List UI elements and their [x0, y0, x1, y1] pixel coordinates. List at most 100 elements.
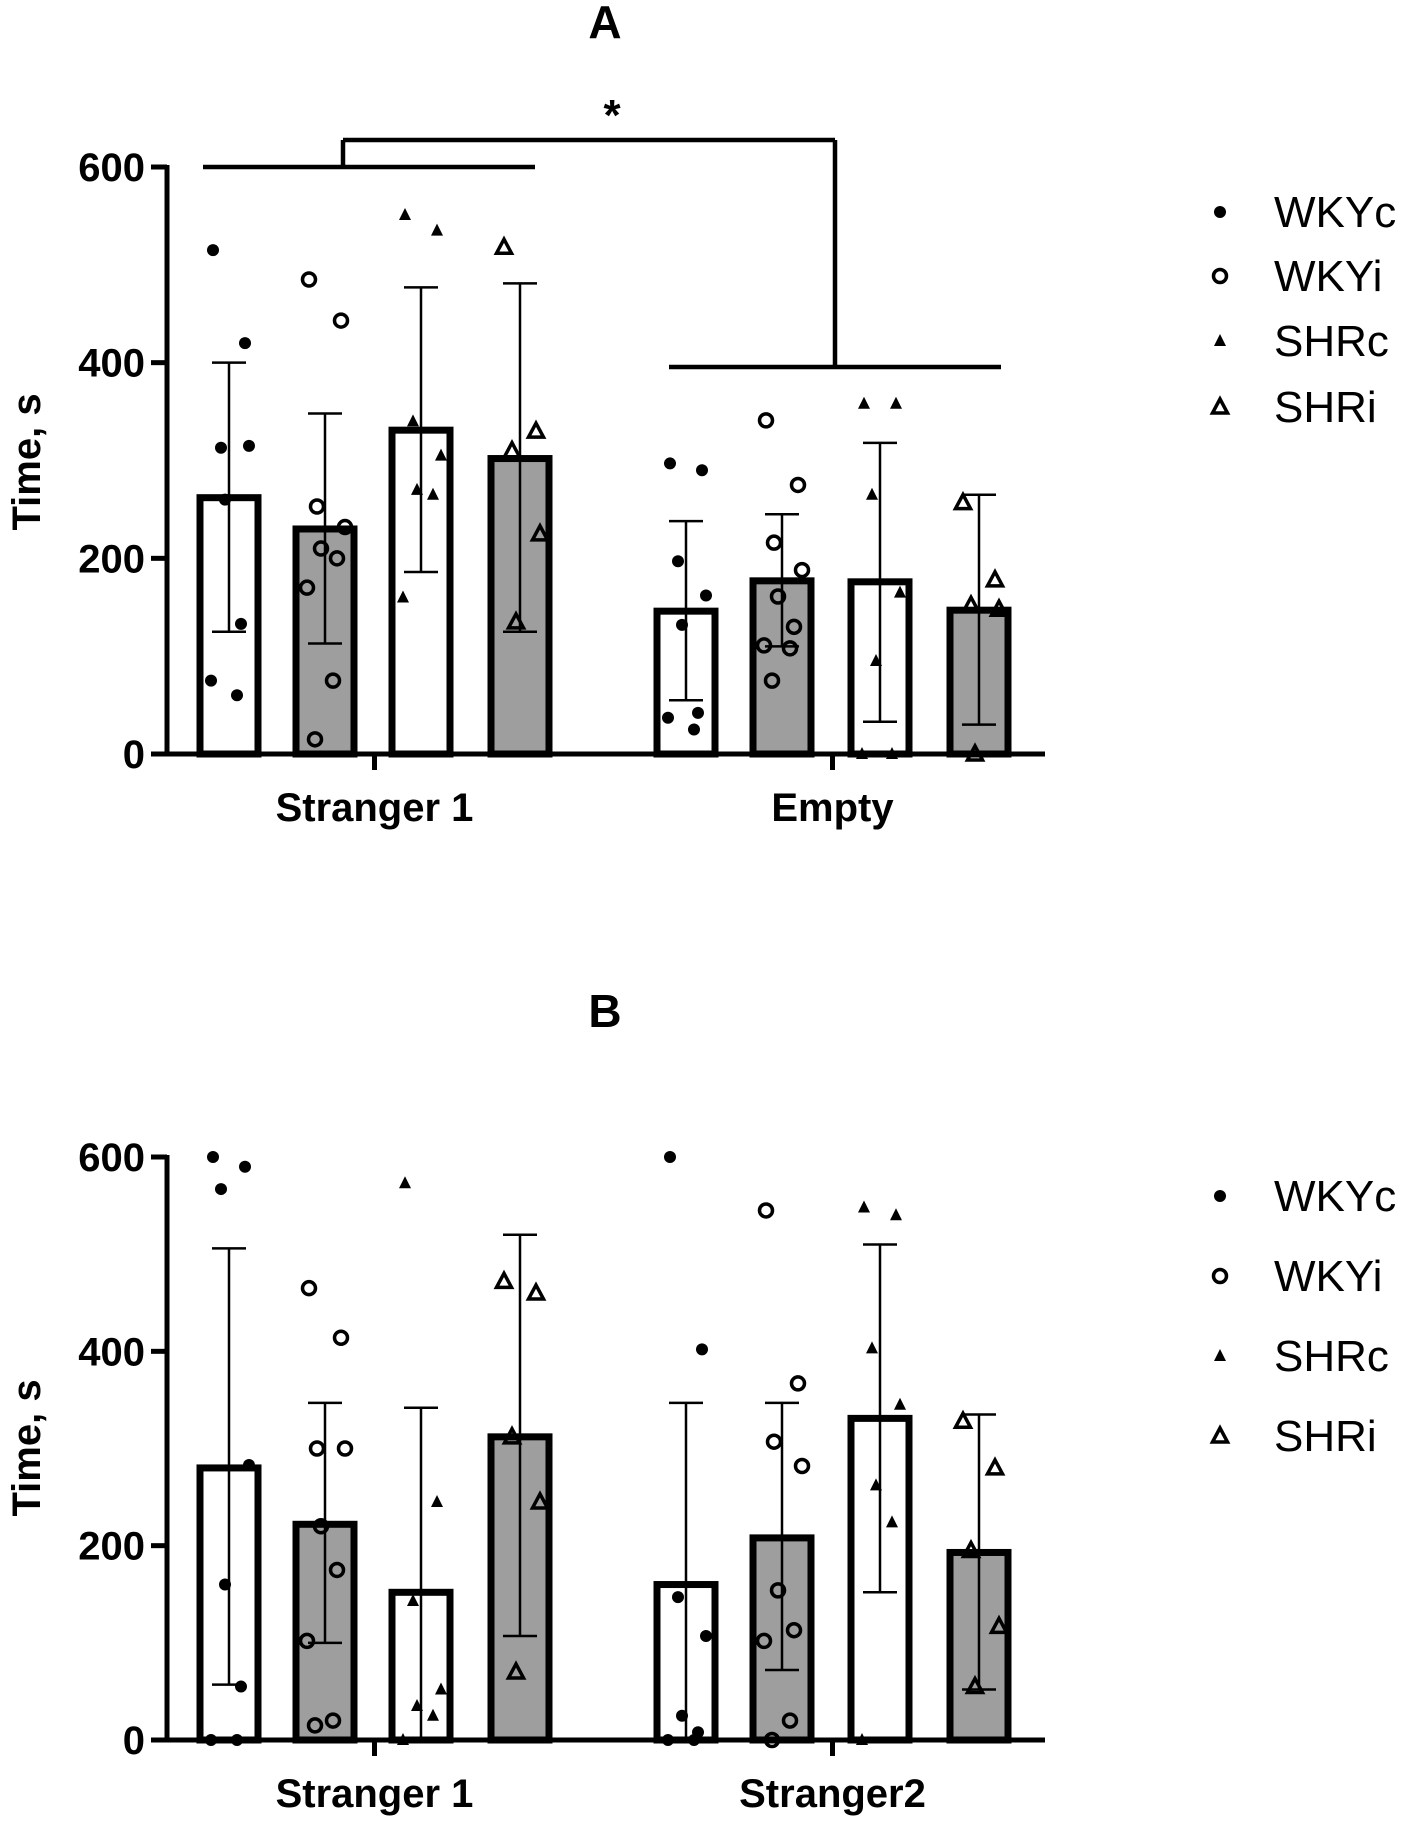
data-point: [411, 1698, 423, 1711]
data-point: [765, 1433, 783, 1450]
data-point: [793, 561, 811, 579]
data-point: [411, 482, 423, 495]
data-point: [235, 1680, 247, 1693]
data-point: [397, 590, 409, 603]
data-point: [672, 555, 684, 568]
data-point: [781, 1712, 799, 1729]
legend-marker: [1211, 267, 1229, 285]
data-point: [300, 271, 318, 288]
data-point: [235, 617, 247, 630]
y-tick-label: 600: [78, 146, 145, 190]
data-point: [785, 1621, 803, 1639]
x-tick-label: Stranger 1: [276, 786, 474, 830]
data-point: [215, 441, 227, 454]
data-point: [493, 235, 515, 255]
data-point: [984, 1456, 1006, 1476]
data-point: [525, 1281, 547, 1301]
data-point: [696, 1343, 708, 1356]
panel-a: A Time, s * 0 200 400 600 Stranger 1 Empty WK…: [5, 0, 1396, 830]
y-axis-label-a: Time, s: [5, 393, 49, 530]
data-point: [207, 1151, 219, 1163]
data-point: [757, 412, 775, 429]
y-tick-label: 600: [78, 1136, 145, 1180]
significance-star: *: [603, 91, 621, 140]
data-point: [529, 1490, 551, 1510]
y-tick-label: 0: [123, 733, 145, 777]
data-point: [894, 585, 906, 598]
legend-label: WKYi: [1274, 1252, 1382, 1301]
data-point: [207, 244, 219, 257]
data-point: [866, 487, 878, 500]
data-point: [789, 1375, 807, 1392]
legend-label: SHRi: [1274, 1412, 1377, 1461]
data-point: [769, 588, 787, 605]
data-point: [664, 457, 676, 470]
data-point: [324, 1712, 342, 1729]
legend-a: WKYc WKYi SHRc SHRi: [1209, 188, 1396, 432]
data-point: [755, 637, 773, 654]
data-point: [890, 1208, 902, 1221]
data-point: [328, 550, 346, 567]
data-point: [328, 1561, 346, 1579]
data-point: [312, 540, 330, 557]
data-point: [308, 1440, 326, 1457]
data-point: [306, 731, 324, 748]
data-point: [308, 498, 326, 515]
data-point: [493, 1269, 515, 1290]
legend-marker: [1209, 1424, 1231, 1444]
legend-marker: [1209, 395, 1231, 415]
legend-b: WKYc WKYi SHRc SHRi: [1209, 1172, 1396, 1461]
data-point: [298, 579, 316, 596]
panel-label-a: A: [588, 0, 621, 48]
data-point: [952, 1409, 974, 1430]
data-point: [407, 1594, 419, 1607]
data-point: [435, 448, 447, 461]
data-point: [529, 522, 551, 542]
data-point: [312, 1517, 330, 1535]
data-point: [858, 1200, 870, 1213]
data-point: [781, 640, 799, 657]
legend-label: SHRc: [1274, 317, 1389, 366]
data-point: [964, 1674, 986, 1695]
data-point: [890, 396, 902, 409]
y-tick-label: 400: [78, 342, 145, 386]
data-point: [324, 672, 342, 689]
legend-label: WKYi: [1274, 252, 1382, 301]
data-point: [858, 396, 870, 409]
data-point: [243, 439, 255, 452]
data-point: [300, 1279, 318, 1297]
data-point: [984, 568, 1006, 588]
legend-label: WKYc: [1274, 1172, 1396, 1221]
data-point: [696, 464, 708, 477]
y-tick-label: 200: [78, 537, 145, 581]
plot-area-a: 0 200 400 600 Stranger 1 Empty: [78, 146, 1045, 830]
y-tick-label: 400: [78, 1330, 145, 1374]
legend-marker: [1214, 334, 1226, 346]
data-point: [988, 597, 1010, 617]
data-point: [231, 689, 243, 702]
data-point: [215, 1183, 227, 1196]
data-point: [399, 207, 411, 220]
legend-label: WKYc: [1274, 188, 1396, 237]
x-tick-label: Empty: [771, 786, 894, 830]
data-point: [219, 493, 231, 506]
data-point: [525, 419, 547, 439]
data-point: [399, 1176, 411, 1189]
data-point: [205, 674, 217, 687]
data-point: [336, 1440, 354, 1457]
data-point: [243, 1459, 255, 1472]
data-point: [952, 490, 974, 511]
data-point: [664, 1151, 676, 1163]
data-point: [870, 654, 882, 667]
data-point: [785, 618, 803, 636]
data-point: [769, 1582, 787, 1599]
data-point: [501, 1425, 523, 1445]
data-point: [755, 1632, 773, 1650]
legend-marker: [1214, 1349, 1226, 1361]
significance-bracket: [203, 137, 1001, 370]
data-point: [886, 1515, 898, 1528]
data-point: [662, 711, 674, 724]
data-point: [505, 1660, 527, 1680]
